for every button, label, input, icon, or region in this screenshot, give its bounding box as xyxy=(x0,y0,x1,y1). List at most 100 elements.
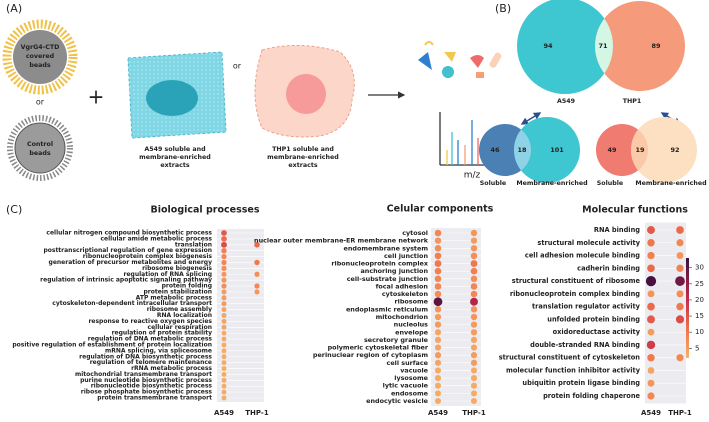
dot xyxy=(221,389,227,395)
term-label: anchoring junction xyxy=(360,267,428,275)
arrow xyxy=(520,112,542,125)
dot xyxy=(434,390,442,397)
dot xyxy=(221,248,227,254)
dot xyxy=(470,321,478,328)
dot xyxy=(221,354,227,360)
venn-count: 94 xyxy=(543,42,553,50)
dot xyxy=(434,290,442,298)
dot xyxy=(470,237,478,244)
thp1-cell xyxy=(254,44,355,138)
axis-label: m/z xyxy=(464,171,481,181)
term-label: endocytic vesicle xyxy=(366,397,429,405)
dot xyxy=(221,236,227,242)
dot xyxy=(221,259,227,266)
term-label: ribonucleoprotein complex xyxy=(331,260,429,268)
panel-label: (B) xyxy=(495,2,511,15)
venn-a549 xyxy=(479,117,580,183)
dot xyxy=(646,340,656,350)
dot xyxy=(470,275,478,283)
bead-text: beads xyxy=(29,62,51,69)
dot xyxy=(254,259,260,266)
venn-count: 92 xyxy=(670,146,679,154)
venn-name: Soluble xyxy=(480,180,506,187)
dot xyxy=(470,229,478,237)
dot xyxy=(470,252,478,260)
plot-title: Biological processes xyxy=(151,205,260,216)
term-label: response to reactive oxygen species xyxy=(88,318,212,325)
term-label: translation regulator activity xyxy=(532,303,641,311)
venn-count: 46 xyxy=(490,146,500,154)
dot xyxy=(221,307,227,313)
dot xyxy=(676,264,684,272)
colorbar-tick-label: 10 xyxy=(695,328,704,336)
dot xyxy=(221,336,227,342)
term-label: mitochondrial transmembrane transport xyxy=(75,371,212,378)
dot xyxy=(221,283,227,289)
term-label: protein stabilization xyxy=(143,288,212,295)
dot xyxy=(470,397,478,405)
term-label: lysosome xyxy=(394,374,428,382)
term-label: regulation of intrinsic apoptotic signal… xyxy=(40,277,212,284)
term-label: protein folding chaperone xyxy=(543,392,640,400)
venn-name: Soluble xyxy=(597,180,623,187)
dot xyxy=(676,290,684,298)
dot xyxy=(254,289,260,295)
term-label: endomembrane system xyxy=(344,244,429,252)
term-label: nucleolus xyxy=(394,321,429,329)
venn-count: 49 xyxy=(607,146,617,154)
term-label: regulation of RNA splicing xyxy=(124,271,212,278)
term-label: lytic vacuole xyxy=(383,382,429,390)
column-label: THP-1 xyxy=(668,409,692,417)
dot xyxy=(434,237,442,244)
dot xyxy=(434,313,442,321)
dot xyxy=(221,395,227,401)
venn-count: 19 xyxy=(635,146,645,154)
dot xyxy=(434,397,442,405)
term-label: cytosol xyxy=(402,229,428,237)
dot xyxy=(645,275,657,287)
term-label: posttranscriptional regulation of gene e… xyxy=(43,247,212,254)
panel-label: (A) xyxy=(6,2,22,15)
term-label: cytoskeleton-dependent intracellular tra… xyxy=(52,300,212,307)
bead-text: covered xyxy=(26,53,54,60)
term-label: endoplasmic reticulum xyxy=(346,305,428,313)
colorbar-tick-label: 5 xyxy=(695,344,699,352)
dot xyxy=(470,375,478,382)
dot xyxy=(221,241,227,248)
dot xyxy=(647,290,655,298)
dot xyxy=(676,354,684,362)
term-label: cadherin binding xyxy=(577,264,640,272)
a549-caption: membrane-enriched xyxy=(139,154,211,161)
term-label: translation xyxy=(175,241,212,248)
dot xyxy=(434,321,442,328)
term-label: positive regulation of establishment of … xyxy=(12,341,212,348)
venn-count: 71 xyxy=(598,42,608,50)
term-label: mitochondrion xyxy=(376,313,429,321)
plot-title: Molecular functions xyxy=(582,205,688,216)
dot xyxy=(434,336,442,344)
dot xyxy=(470,290,478,298)
dot xyxy=(676,252,684,259)
dot xyxy=(254,283,260,289)
colorbar-tick-label: 20 xyxy=(695,296,704,304)
dot xyxy=(221,324,227,330)
dot xyxy=(221,289,227,295)
dot xyxy=(254,271,260,277)
dot xyxy=(647,392,655,400)
dot xyxy=(675,315,685,324)
column-label: THP-1 xyxy=(462,409,486,417)
term-label: RNA binding xyxy=(594,226,640,234)
term-label: ribose phosphate biosynthetic process xyxy=(81,389,213,396)
term-label: cell junction xyxy=(384,252,428,260)
dot xyxy=(434,245,442,252)
thp1-caption: THP1 soluble and xyxy=(272,146,334,153)
column-label: A549 xyxy=(214,409,234,417)
dot xyxy=(647,226,655,234)
colorbar-tick-label: 15 xyxy=(695,312,704,320)
dot xyxy=(434,306,442,313)
term-label: double-stranded RNA binding xyxy=(530,341,640,349)
term-label: perinuclear region of cytoplasm xyxy=(313,351,428,359)
dot xyxy=(434,367,442,374)
